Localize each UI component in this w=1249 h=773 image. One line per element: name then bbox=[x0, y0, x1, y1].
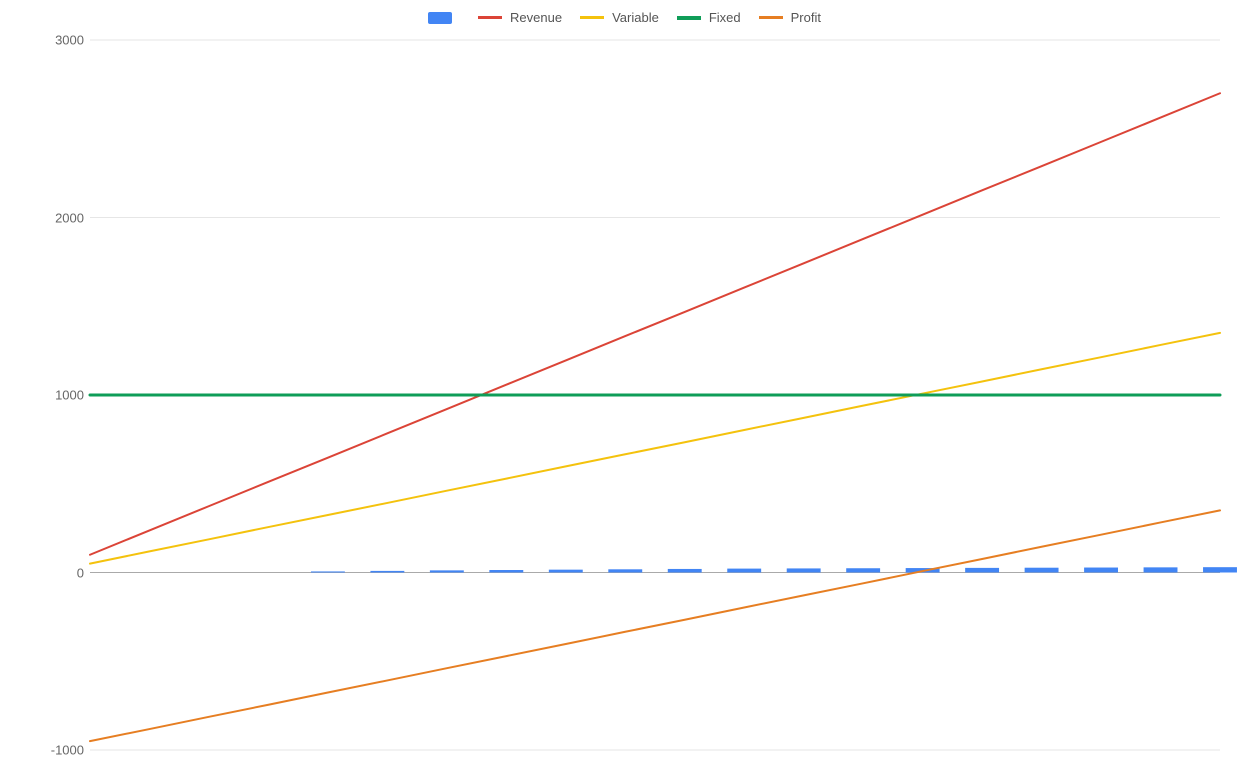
ytick-label-0: 0 bbox=[24, 565, 84, 580]
bar bbox=[668, 569, 702, 573]
legend-swatch-fixed bbox=[677, 16, 701, 20]
legend-swatch-variable bbox=[580, 16, 604, 19]
chart-legend: Revenue Variable Fixed Profit bbox=[0, 10, 1249, 25]
legend-swatch-profit bbox=[759, 16, 783, 19]
legend-label-profit: Profit bbox=[791, 10, 821, 25]
legend-item-profit: Profit bbox=[759, 10, 821, 25]
legend-swatch-bars bbox=[428, 12, 452, 24]
chart-plot-area bbox=[90, 40, 1220, 750]
bar bbox=[965, 568, 999, 573]
breakeven-chart: Revenue Variable Fixed Profit 3000 2000 … bbox=[0, 0, 1249, 773]
series-line-variable bbox=[90, 333, 1220, 564]
bar bbox=[608, 569, 642, 572]
legend-item-revenue: Revenue bbox=[478, 10, 562, 25]
legend-label-fixed: Fixed bbox=[709, 10, 741, 25]
ytick-label-3000: 3000 bbox=[24, 33, 84, 48]
legend-item-bars bbox=[428, 12, 460, 24]
legend-item-fixed: Fixed bbox=[677, 10, 741, 25]
bar bbox=[430, 570, 464, 572]
bar bbox=[1025, 568, 1059, 573]
ytick-label-m1000: -1000 bbox=[24, 743, 84, 758]
series-line-revenue bbox=[90, 93, 1220, 555]
series-line-profit bbox=[90, 510, 1220, 741]
bar bbox=[727, 569, 761, 573]
ytick-label-2000: 2000 bbox=[24, 210, 84, 225]
bar bbox=[1144, 567, 1178, 572]
chart-svg bbox=[90, 40, 1220, 750]
legend-item-variable: Variable bbox=[580, 10, 659, 25]
bar bbox=[846, 568, 880, 572]
legend-label-revenue: Revenue bbox=[510, 10, 562, 25]
bar bbox=[1084, 568, 1118, 573]
bar bbox=[549, 570, 583, 573]
bar bbox=[489, 570, 523, 572]
bar bbox=[311, 571, 345, 572]
bar bbox=[370, 571, 404, 573]
legend-label-variable: Variable bbox=[612, 10, 659, 25]
bar bbox=[1203, 567, 1237, 572]
bar bbox=[787, 568, 821, 572]
legend-swatch-revenue bbox=[478, 16, 502, 19]
ytick-label-1000: 1000 bbox=[24, 388, 84, 403]
